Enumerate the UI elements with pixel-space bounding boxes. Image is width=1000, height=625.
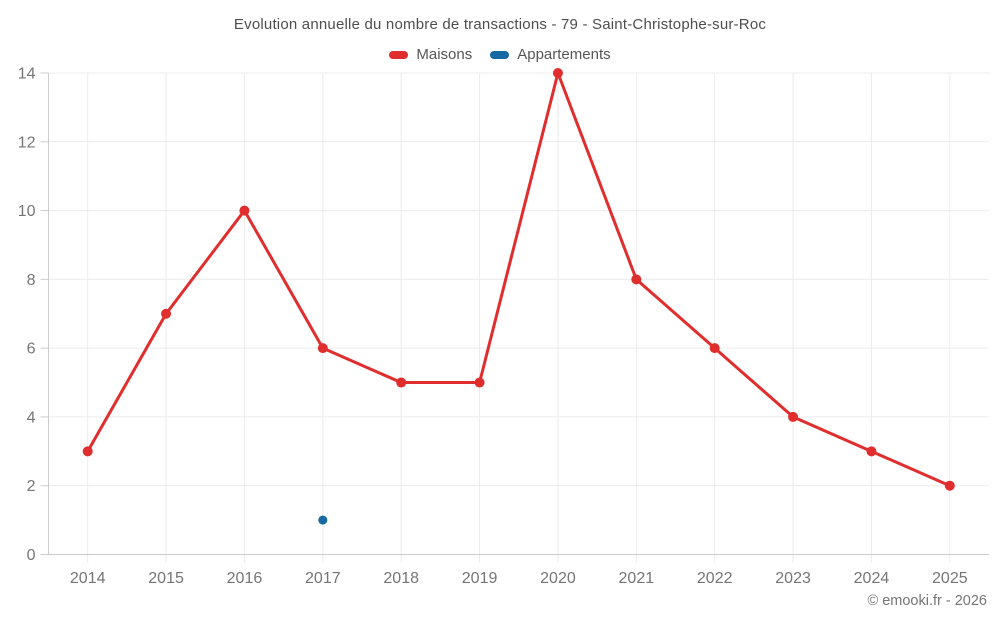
y-tick-label: 10 [18,203,36,220]
x-tick-label: 2019 [462,570,498,587]
y-tick-label: 6 [27,341,36,358]
maisons-point[interactable] [552,68,563,78]
x-tick-label: 2024 [854,570,890,587]
chart-title: Evolution annuelle du nombre de transact… [233,16,767,33]
maisons-point[interactable] [866,446,877,457]
maisons-point[interactable] [396,377,407,388]
maisons-point[interactable] [788,411,799,422]
x-tick-label: 2014 [70,570,106,587]
legend-item-appartements[interactable]: Appartements [490,46,611,63]
appartements-point[interactable] [318,515,328,525]
x-tick-label: 2020 [540,570,576,587]
y-tick-label: 8 [27,272,36,289]
appartements-legend-swatch [490,50,510,59]
maisons-legend-label: Maisons [416,46,473,63]
x-tick-label: 2016 [227,570,263,587]
maisons-point[interactable] [161,308,172,319]
copyright: © emooki.fr - 2026 [867,593,987,609]
y-tick-label: 2 [27,478,36,495]
maisons-point[interactable] [944,480,955,491]
y-tick-label: 0 [27,547,36,564]
maisons-point[interactable] [239,205,250,216]
maisons-line [86,71,952,488]
x-tick-label: 2021 [619,570,655,587]
maisons-point[interactable] [631,274,642,285]
maisons-point[interactable] [709,343,720,354]
maisons-legend-swatch [389,50,409,59]
x-tick-label: 2015 [148,570,184,587]
x-tick-label: 2022 [697,570,733,587]
y-tick-label: 12 [18,134,36,151]
y-tick-label: 14 [18,66,36,83]
chart-legend: Maisons Appartements [0,46,1000,63]
maisons-point[interactable] [474,377,485,388]
x-tick-label: 2017 [305,570,341,587]
x-tick-label: 2025 [932,570,968,587]
x-tick-label: 2023 [775,570,811,587]
maisons-point[interactable] [82,446,93,457]
appartements-legend-label: Appartements [517,46,611,63]
maisons-point[interactable] [317,343,328,354]
x-tick-label: 2018 [383,570,419,587]
y-tick-label: 4 [27,409,36,426]
legend-item-maisons[interactable]: Maisons [389,46,472,63]
